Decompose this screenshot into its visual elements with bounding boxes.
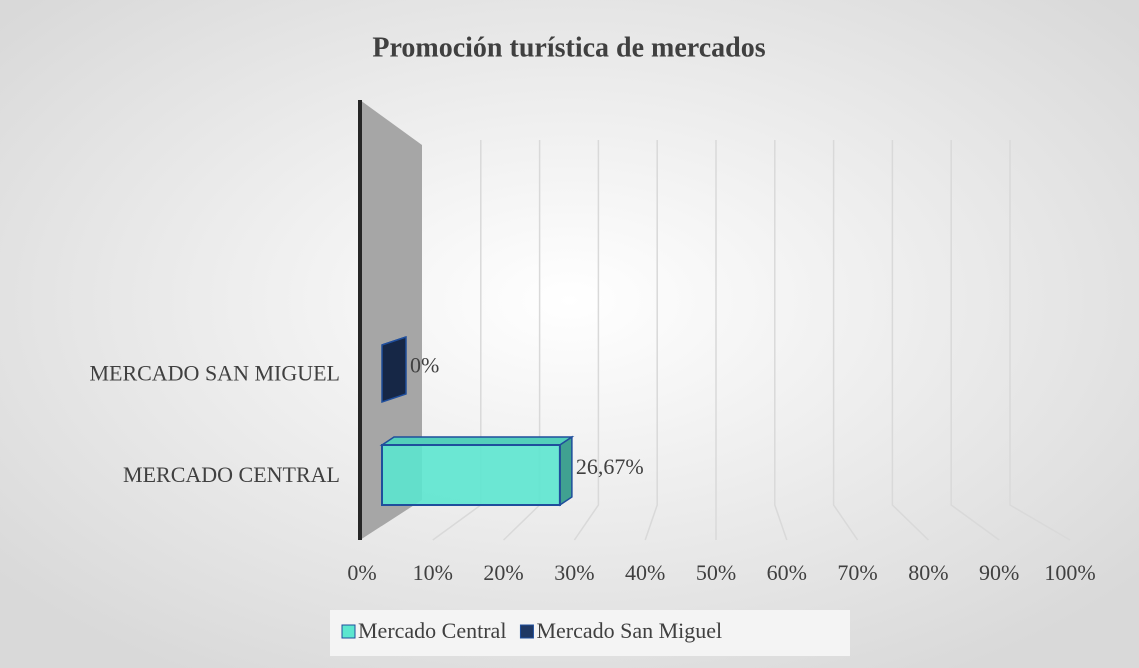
legend-label: Mercado San Miguel [536, 618, 722, 643]
x-tick-label: 60% [767, 560, 807, 585]
grid-line [832, 140, 859, 541]
x-tick-label: 90% [979, 560, 1019, 585]
bar [381, 444, 561, 506]
grid-line [891, 140, 929, 541]
grid-line [1009, 140, 1071, 541]
legend-box [330, 610, 850, 656]
x-tick-label: 100% [1044, 560, 1095, 585]
x-tick-label: 30% [554, 560, 594, 585]
data-label: 0% [410, 353, 439, 378]
bar-side [381, 335, 407, 404]
bar-top [379, 436, 575, 446]
grid-line [644, 140, 658, 541]
y-tick-label: MERCADO CENTRAL [123, 462, 340, 487]
legend-label: Mercado Central [358, 618, 506, 643]
x-tick-label: 40% [625, 560, 665, 585]
legend-swatch [519, 624, 534, 639]
data-label: 26,67% [576, 454, 644, 479]
y-tick-label: MERCADO SAN MIGUEL [89, 361, 340, 386]
bar-side [559, 435, 573, 507]
grid-line [774, 140, 788, 541]
x-tick-label: 10% [413, 560, 453, 585]
x-tick-label: 50% [696, 560, 736, 585]
chart-title: Promoción turística de mercados [372, 32, 765, 63]
x-tick-label: 0% [347, 560, 376, 585]
x-tick-label: 20% [483, 560, 523, 585]
x-tick-label: 70% [837, 560, 877, 585]
grid-line [573, 140, 600, 541]
x-tick-label: 80% [908, 560, 948, 585]
legend-swatch [341, 624, 356, 639]
grid-line [950, 140, 1000, 541]
back-wall [360, 100, 422, 540]
